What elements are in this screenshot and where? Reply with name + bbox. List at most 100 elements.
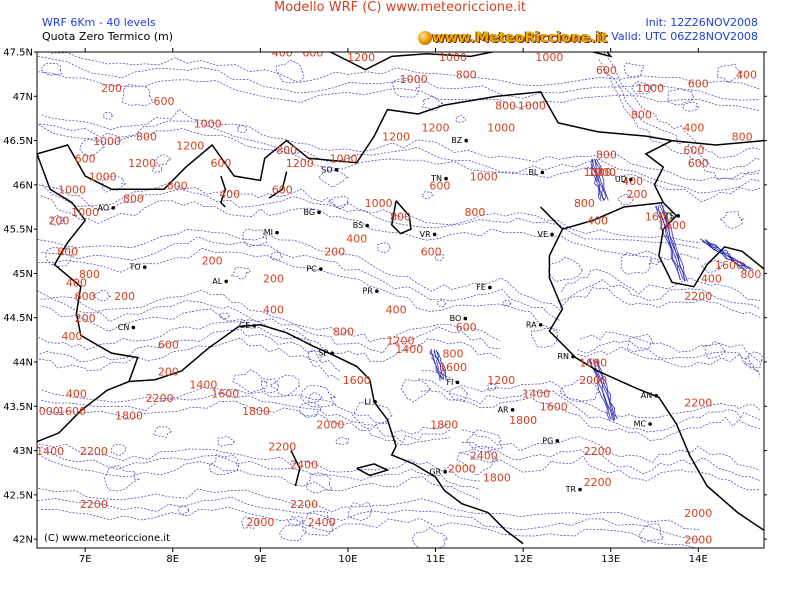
contour-line xyxy=(589,358,611,420)
city-dot xyxy=(334,168,339,172)
contour-value-label: 600 xyxy=(456,321,477,334)
city-dot xyxy=(648,422,652,426)
contour-line xyxy=(591,158,602,199)
contour-line xyxy=(590,159,602,202)
city-dot xyxy=(676,214,680,218)
axis-ticks: 47.5N 47N 46.5N 46N 45.5N 45N 44.5N 44N 43.5N 43N… xyxy=(3,48,767,565)
lon-label: 8E xyxy=(166,554,179,565)
contour-cell xyxy=(91,289,113,302)
contour-value-label: 1000 xyxy=(365,197,393,210)
city-label: AL xyxy=(212,277,222,286)
contour-value-label: 800 xyxy=(333,325,354,338)
contour-cell xyxy=(317,169,349,188)
contour-value-label: 1000 xyxy=(470,170,498,183)
contour-line xyxy=(434,349,445,380)
contour-value-label: 800 xyxy=(631,108,652,121)
contour-value-label: 1000 xyxy=(518,100,546,113)
variable-label: Quota Zero Termico (m) xyxy=(42,30,174,43)
contour-line xyxy=(37,55,761,101)
contour-value-label: 1000 xyxy=(400,73,428,86)
lat-label: 42.5N xyxy=(3,490,33,501)
contour-line xyxy=(40,195,701,261)
contour-line xyxy=(594,158,605,200)
contour-cell xyxy=(242,228,267,247)
coastline xyxy=(37,380,130,443)
contour-value-label: 1400 xyxy=(189,379,217,392)
contour-value-label: 2200 xyxy=(80,445,108,458)
contour-value-label: 1000 xyxy=(89,170,117,183)
contour-line xyxy=(591,159,605,202)
contour-cell xyxy=(335,436,350,445)
contour-value-label: 600 xyxy=(210,157,231,170)
lon-label: 14E xyxy=(689,554,708,565)
city-label: RN xyxy=(558,352,570,361)
contour-cell xyxy=(287,515,305,526)
coastline xyxy=(326,52,613,71)
contour-line xyxy=(39,120,761,194)
contour-cell xyxy=(230,267,251,280)
city-dot xyxy=(444,176,448,181)
lat-label: 43N xyxy=(13,446,33,457)
city-dot xyxy=(488,285,492,290)
city-dot xyxy=(538,323,543,327)
contour-line xyxy=(596,359,618,420)
contour-line xyxy=(420,390,761,441)
city-dot xyxy=(111,206,116,210)
contour-value-label: 1800 xyxy=(509,414,537,427)
contour-line xyxy=(595,160,607,201)
contour-line xyxy=(41,456,481,501)
contour-cell xyxy=(530,328,559,348)
contour-line xyxy=(38,319,341,360)
lat-label: 44.5N xyxy=(3,313,33,324)
contour-cell xyxy=(209,454,240,475)
contour-cell xyxy=(411,526,449,548)
contour-value-label: 400 xyxy=(701,272,722,285)
city-dot xyxy=(330,351,334,355)
coastline xyxy=(356,463,390,477)
contour-line xyxy=(654,206,681,281)
city-dot xyxy=(550,232,554,237)
contour-value-label: 800 xyxy=(123,193,144,206)
city-dot xyxy=(224,279,228,284)
city-dot xyxy=(578,487,582,492)
city-dot xyxy=(375,289,379,293)
contour-value-label: 1800 xyxy=(483,472,511,485)
contour-value-label: 1200 xyxy=(487,374,515,387)
contour-value-label: 600 xyxy=(596,64,617,77)
contour-value-label: 1800 xyxy=(115,410,143,423)
contour-value-label: 1600 xyxy=(658,219,686,232)
contour-value-label: 800 xyxy=(57,246,78,259)
city-label: UD xyxy=(615,175,627,184)
contour-value-label: 400 xyxy=(683,122,704,135)
city-label: BS xyxy=(353,221,363,230)
contour-line xyxy=(577,346,761,378)
city-dot xyxy=(318,267,323,271)
contour-cell xyxy=(620,252,652,275)
copyright-text: (C) www.meteoriccione.it xyxy=(44,533,170,544)
contour-value-label: 800 xyxy=(136,131,157,144)
contour-line xyxy=(579,331,761,363)
contour-line xyxy=(435,349,447,381)
city-dot xyxy=(275,230,279,235)
contour-value-label: 1200 xyxy=(347,51,375,64)
contour-value-label: 1600 xyxy=(715,259,743,272)
city-dot xyxy=(455,380,460,385)
contour-value-label: 1800 xyxy=(242,405,270,418)
contour-value-label: 200 xyxy=(245,42,266,55)
contour-line xyxy=(706,239,750,270)
contour-line xyxy=(38,443,481,482)
contour-value-label: 2200 xyxy=(290,498,318,511)
lon-label: 9E xyxy=(254,554,267,565)
city-label: BG xyxy=(303,208,315,217)
contour-lines xyxy=(37,52,763,548)
contour-line xyxy=(704,239,751,270)
contour-value-label: 1000 xyxy=(58,184,86,197)
contour-cell xyxy=(682,101,700,112)
contour-line xyxy=(418,378,761,433)
contour-line xyxy=(662,205,688,282)
contour-value-label: 2200 xyxy=(268,441,296,454)
city-label: FE xyxy=(476,283,486,292)
contour-cell xyxy=(649,258,662,266)
site-logo[interactable]: www.MeteoRiccione.it xyxy=(432,30,608,46)
